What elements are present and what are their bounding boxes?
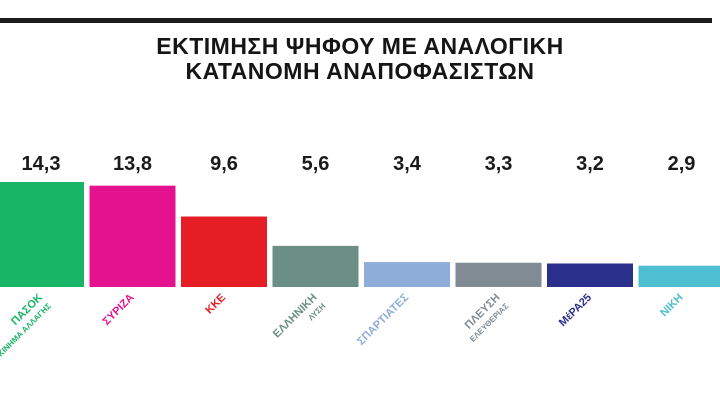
bar-6: [455, 262, 542, 287]
chart-title-line-2: ΚΑΤΑΝΟΜΗ ΑΝΑΠΟΦΑΣΙΣΤΩΝ: [185, 58, 535, 84]
bar-value-label-1: 14,3: [22, 153, 61, 175]
category-label-7-line-1: ΜέΡΑ25: [557, 292, 594, 329]
bar-value-label-5: 3,4: [393, 153, 422, 175]
bar-3: [181, 216, 267, 287]
bar-8: [638, 265, 720, 287]
bar-7: [547, 263, 633, 287]
category-label-8-line-1: ΝΙΚΗ: [658, 292, 686, 320]
category-label-3-line-1: ΚΚΕ: [203, 292, 228, 317]
category-label-5-line-1: ΣΠΑΡΤΙΑΤΕΣ: [355, 291, 411, 347]
bar-value-label-3: 9,6: [210, 153, 238, 175]
category-label-7: ΜέΡΑ25: [557, 292, 594, 329]
bar-value-label-7: 3,2: [576, 153, 604, 175]
chart-title: ΕΚΤΙΜΗΣΗ ΨΗΦΟΥ ΜΕ ΑΝΑΛΟΓΙΚΗ ΚΑΤΑΝΟΜΗ ΑΝΑ…: [0, 34, 720, 84]
bar-value-label-6: 3,3: [485, 153, 513, 175]
top-rule: [0, 18, 712, 23]
bar-value-label-4: 5,6: [302, 153, 330, 175]
category-label-2-line-1: ΣΥΡΙΖΑ: [101, 292, 137, 328]
bar-value-label-2: 13,8: [113, 153, 152, 175]
category-label-3: ΚΚΕ: [203, 292, 228, 317]
bar-1: [0, 182, 84, 287]
bar-5: [364, 262, 450, 287]
chart-title-line-1: ΕΚΤΙΜΗΣΗ ΨΗΦΟΥ ΜΕ ΑΝΑΛΟΓΙΚΗ: [156, 33, 564, 59]
bar-value-label-8: 2,9: [668, 153, 696, 175]
bar-4: [272, 245, 359, 287]
category-label-8: ΝΙΚΗ: [658, 292, 686, 320]
category-label-5: ΣΠΑΡΤΙΑΤΕΣ: [355, 291, 411, 347]
bar-2: [89, 185, 176, 287]
category-label-2: ΣΥΡΙΖΑ: [101, 292, 137, 328]
